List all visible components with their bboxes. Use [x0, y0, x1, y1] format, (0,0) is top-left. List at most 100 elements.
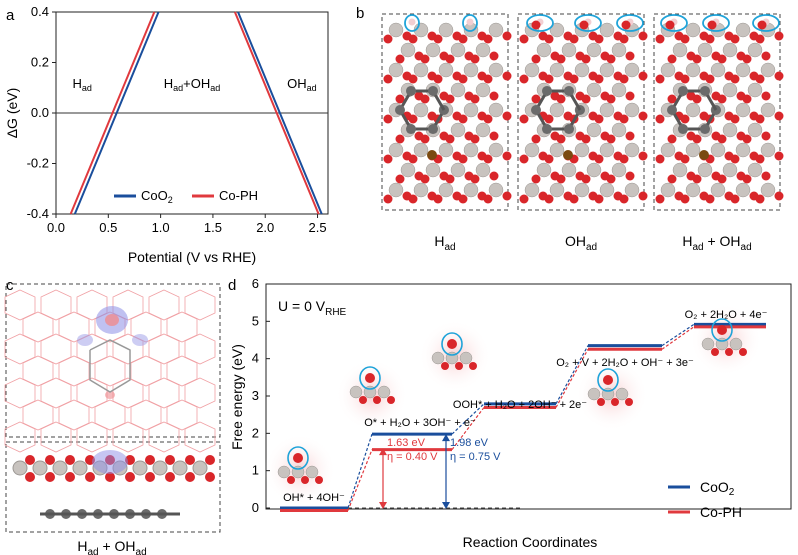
charge-top-view-box — [5, 283, 221, 438]
co-atom — [586, 122, 602, 138]
o-atom — [667, 94, 677, 104]
co-atom — [735, 62, 751, 78]
co-atom — [488, 142, 504, 158]
co-atom — [599, 22, 615, 38]
a-xtick-label: 1.0 — [152, 220, 170, 235]
co-atom — [729, 337, 743, 351]
o-atom — [25, 472, 35, 482]
o-atom — [45, 472, 55, 482]
hex-cell — [166, 399, 198, 431]
a-xtick-label: 0.0 — [47, 220, 65, 235]
co-atom — [438, 142, 454, 158]
a-ytick-label: 0.4 — [31, 4, 49, 19]
a-ytick-label: -0.2 — [27, 156, 49, 171]
o-atom — [594, 114, 604, 124]
d-connector — [451, 403, 485, 435]
co-atom — [561, 162, 577, 178]
co-atom — [611, 42, 627, 58]
legend-label-coo2-d: CoO2 — [700, 479, 735, 498]
o-atom — [205, 472, 215, 482]
o-atom — [125, 472, 135, 482]
charge-lobe — [132, 334, 148, 346]
co-atom — [413, 142, 429, 158]
co-atom — [488, 62, 504, 78]
o-atom — [544, 194, 554, 204]
o-atom — [619, 34, 629, 44]
o-atom — [489, 171, 499, 181]
c-atom — [564, 124, 574, 135]
o-atom — [445, 94, 455, 104]
o-atom — [483, 34, 493, 44]
highlight-ring — [404, 14, 420, 32]
o-atom — [483, 74, 493, 84]
o-atom — [680, 74, 690, 84]
o-atom — [531, 94, 541, 104]
o-atom — [489, 51, 499, 61]
co-atom — [475, 122, 491, 138]
o-atom — [725, 348, 733, 356]
region-sub: ad — [173, 83, 183, 93]
o-atom — [458, 34, 468, 44]
o-atom — [569, 34, 579, 44]
co-atom — [697, 162, 713, 178]
co-atom — [672, 162, 688, 178]
hex-cell — [76, 421, 108, 453]
co-atom — [413, 102, 429, 118]
c-atom — [700, 85, 710, 96]
o-atom — [519, 34, 529, 44]
o-atom — [408, 194, 418, 204]
co-atom — [701, 337, 715, 351]
co-atom — [488, 182, 504, 198]
d-connector — [555, 348, 589, 408]
o-atom — [420, 94, 430, 104]
o-atom — [205, 455, 215, 465]
d-ytick-label: 0 — [252, 500, 259, 515]
hex-cell — [148, 421, 180, 453]
o-atom — [717, 54, 727, 64]
d-connector — [347, 449, 373, 511]
o-atom — [408, 114, 418, 124]
o-atom — [774, 151, 784, 161]
o-atom — [165, 472, 175, 482]
co-atom — [425, 42, 441, 58]
o-atom — [420, 174, 430, 184]
co-atom — [747, 82, 763, 98]
hex-cell — [40, 333, 72, 365]
hex-cell — [130, 355, 162, 387]
co-atom — [12, 460, 28, 476]
o-atom — [774, 31, 784, 41]
o-atom — [655, 114, 665, 124]
o-atom — [544, 114, 554, 124]
o-atom — [483, 194, 493, 204]
o-atom — [667, 174, 677, 184]
co-atom — [524, 182, 540, 198]
legend-label-coph-d: Co-PH — [700, 504, 742, 520]
co-atom — [450, 82, 466, 98]
o-atom — [569, 194, 579, 204]
o-atom — [594, 34, 604, 44]
o-atom — [625, 91, 635, 101]
highlight-ring — [711, 318, 733, 342]
co-atom — [660, 182, 676, 198]
o-atom — [581, 54, 591, 64]
o-atom — [655, 74, 665, 84]
co-atom — [549, 142, 565, 158]
a-xtick-label: 1.5 — [204, 220, 222, 235]
co-atom — [660, 62, 676, 78]
region-sub: ad — [82, 83, 92, 93]
co-atom — [722, 162, 738, 178]
o-atom — [383, 34, 393, 44]
co-atom — [450, 122, 466, 138]
o-atom — [531, 174, 541, 184]
o-adsorbate — [365, 373, 375, 383]
c-atom — [406, 124, 416, 135]
p-atom — [563, 150, 573, 160]
co-atom — [438, 62, 454, 78]
co-atom — [710, 182, 726, 198]
panel-label-c: c — [6, 277, 14, 294]
o-atom — [408, 74, 418, 84]
a-region-label: OHad — [287, 76, 317, 93]
o-atom — [395, 134, 405, 144]
panel-d-xlabel: Reaction Coordinates — [463, 534, 598, 550]
